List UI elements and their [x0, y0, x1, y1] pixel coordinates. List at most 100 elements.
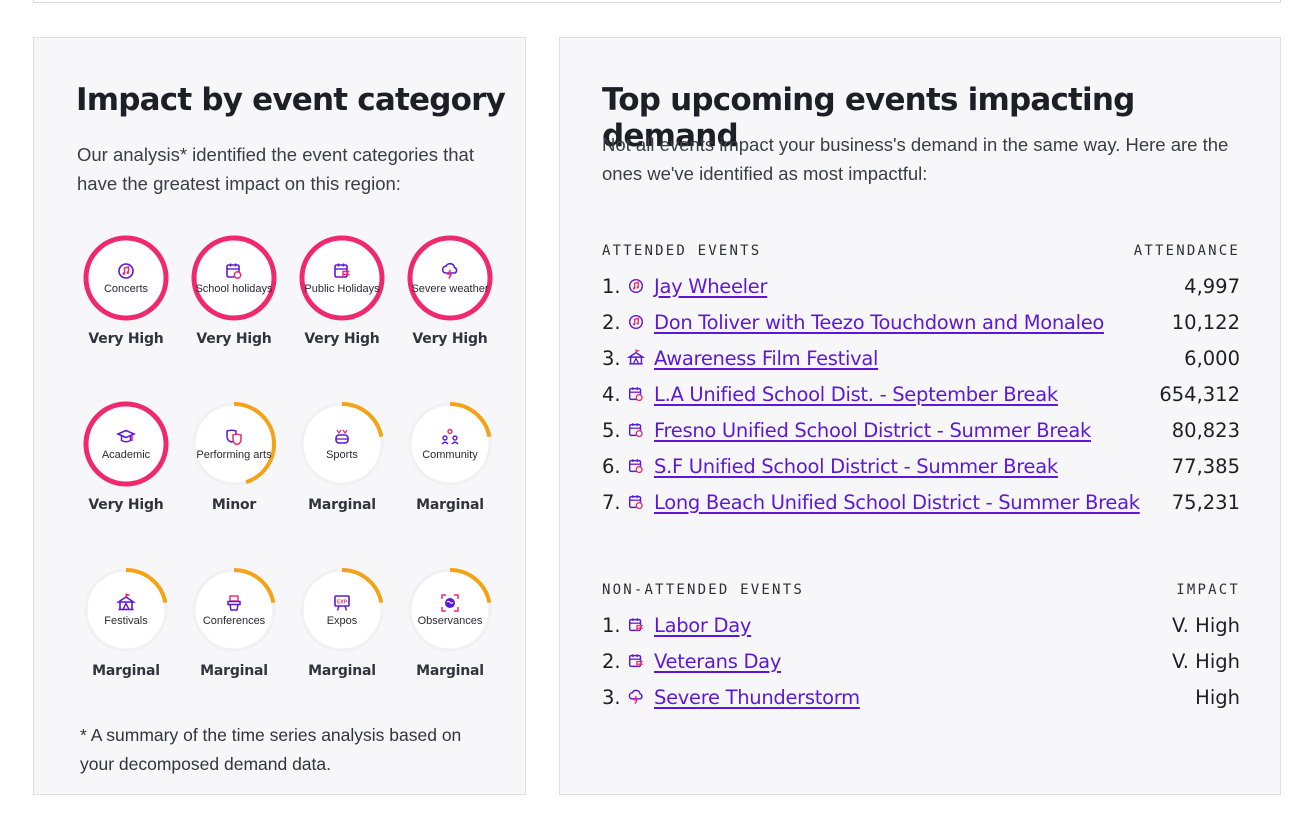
card-title: Impact by event category — [76, 82, 506, 118]
category-label: Severe weather — [411, 282, 489, 295]
impact-level: Very High — [88, 497, 164, 513]
category-label: Academic — [101, 448, 151, 461]
event-row: 3. Awareness Film Festival 6,000 — [602, 340, 1240, 376]
non-attended-events-list: 1. Labor Day V. High 2. Veterans Day V. High 3… — [602, 607, 1240, 715]
event-value: 654,312 — [1159, 382, 1240, 406]
event-value: High — [1195, 685, 1240, 709]
top-events-card: Top upcoming events impacting demand Not… — [559, 37, 1281, 795]
event-rank: 4. — [602, 382, 621, 406]
storm-icon — [441, 262, 458, 279]
category-label: Conferences — [202, 614, 266, 627]
category-observances: Observances Marginal — [400, 566, 500, 679]
category-performing-arts: Performing arts Minor — [184, 400, 284, 513]
event-rank: 7. — [602, 490, 621, 514]
category-label: Concerts — [103, 282, 149, 295]
event-row: 7. Long Beach Unified School District - S… — [602, 484, 1240, 520]
event-value: 75,231 — [1171, 490, 1240, 514]
card-intro: Not all events impact your business's de… — [602, 134, 1229, 184]
school-calendar-icon — [628, 387, 643, 402]
category-academic: Academic Very High — [76, 400, 176, 513]
category-label: School holidays — [195, 282, 273, 295]
event-link[interactable]: Fresno Unified School District - Summer … — [654, 418, 1091, 442]
event-link[interactable]: L.A Unified School Dist. - September Bre… — [654, 382, 1058, 406]
event-rank: 1. — [602, 613, 621, 637]
event-row: 5. Fresno Unified School District - Summe… — [602, 412, 1240, 448]
podium-icon — [227, 595, 241, 611]
impact-level: Marginal — [200, 663, 268, 679]
footnote: * A summary of the time series analysis … — [80, 725, 462, 774]
graduation-cap-icon — [116, 429, 136, 443]
impact-ring: Sports — [298, 400, 386, 488]
music-icon — [628, 314, 644, 330]
category-label: Festivals — [104, 614, 148, 627]
impact-ring: Public Holidays — [298, 234, 386, 322]
category-public-holidays: Public Holidays Very High — [292, 234, 392, 347]
impact-level: Marginal — [416, 497, 484, 513]
event-value: 80,823 — [1171, 418, 1240, 442]
event-value: 4,997 — [1184, 274, 1240, 298]
school-calendar-icon — [226, 263, 242, 279]
event-value: V. High — [1171, 613, 1240, 637]
event-link[interactable]: Don Toliver with Teezo Touchdown and Mon… — [654, 310, 1105, 334]
expo-icon: EXP — [334, 594, 350, 611]
impact-ring: Academic — [82, 400, 170, 488]
category-label: Sports — [326, 448, 358, 461]
impact-ring: Festivals — [82, 566, 170, 654]
music-icon — [628, 278, 644, 294]
impact-ring: Observances — [406, 566, 494, 654]
event-value: 6,000 — [1184, 346, 1240, 370]
festival-tent-icon — [116, 593, 136, 611]
card-intro: Our analysis* identified the event categ… — [77, 144, 474, 194]
impact-by-category-card: Impact by event category Our analysis* i… — [33, 37, 526, 795]
event-value: 77,385 — [1171, 454, 1240, 478]
impact-level: Marginal — [308, 497, 376, 513]
holiday-calendar-icon — [628, 654, 644, 668]
holiday-calendar-icon — [628, 618, 644, 632]
impact-ring: Community — [406, 400, 494, 488]
school-calendar-icon — [628, 459, 643, 474]
event-value: 10,122 — [1171, 310, 1240, 334]
event-link[interactable]: S.F Unified School District - Summer Bre… — [654, 454, 1058, 478]
category-label: Public Holidays — [304, 282, 380, 295]
event-link[interactable]: Labor Day — [654, 613, 752, 637]
event-link[interactable]: Veterans Day — [654, 649, 782, 673]
category-festivals: Festivals Marginal — [76, 566, 176, 679]
event-link[interactable]: Severe Thunderstorm — [654, 685, 860, 709]
section-heading: NON-ATTENDED EVENTS — [602, 582, 804, 598]
category-school-holidays: School holidays Very High — [184, 234, 284, 347]
event-link[interactable]: Awareness Film Festival — [654, 346, 879, 370]
non-attended-events-header: NON-ATTENDED EVENTS IMPACT — [602, 582, 1240, 598]
event-rank: 2. — [602, 649, 621, 673]
event-row: 1. Labor Day V. High — [602, 607, 1240, 643]
category-severe-weather: Severe weather Very High — [400, 234, 500, 347]
attended-events-header: ATTENDED EVENTS ATTENDANCE — [602, 243, 1240, 259]
event-row: 3. Severe Thunderstorm High — [602, 679, 1240, 715]
impact-level: Marginal — [92, 663, 160, 679]
music-icon — [118, 262, 134, 279]
sports-icon — [335, 429, 349, 444]
event-link[interactable]: Long Beach Unified School District - Sum… — [654, 490, 1140, 514]
svg-text:EXP: EXP — [337, 599, 348, 605]
impact-ring: Severe weather — [406, 234, 494, 322]
category-sports: Sports Marginal — [292, 400, 392, 513]
impact-ring: EXP Expos — [298, 566, 386, 654]
event-rank: 5. — [602, 418, 621, 442]
impact-level: Very High — [412, 331, 488, 347]
category-label: Performing arts — [196, 448, 272, 461]
section-heading: ATTENDED EVENTS — [602, 243, 762, 259]
impact-level: Very High — [88, 331, 164, 347]
column-heading: IMPACT — [1176, 582, 1240, 598]
category-expos: EXP Expos Marginal — [292, 566, 392, 679]
theater-masks-icon — [226, 429, 242, 446]
event-row: 1. Jay Wheeler 4,997 — [602, 268, 1240, 304]
category-concerts: Concerts Very High — [76, 234, 176, 347]
festival-tent-icon — [627, 349, 645, 365]
community-icon — [441, 428, 459, 445]
attended-events-list: 1. Jay Wheeler 4,997 2. Don Toliver with Tee… — [602, 268, 1240, 520]
event-rank: 6. — [602, 454, 621, 478]
event-rank: 2. — [602, 310, 621, 334]
column-heading: ATTENDANCE — [1133, 243, 1240, 259]
impact-ring: Performing arts — [190, 400, 278, 488]
category-conferences: Conferences Marginal — [184, 566, 284, 679]
event-link[interactable]: Jay Wheeler — [654, 274, 768, 298]
